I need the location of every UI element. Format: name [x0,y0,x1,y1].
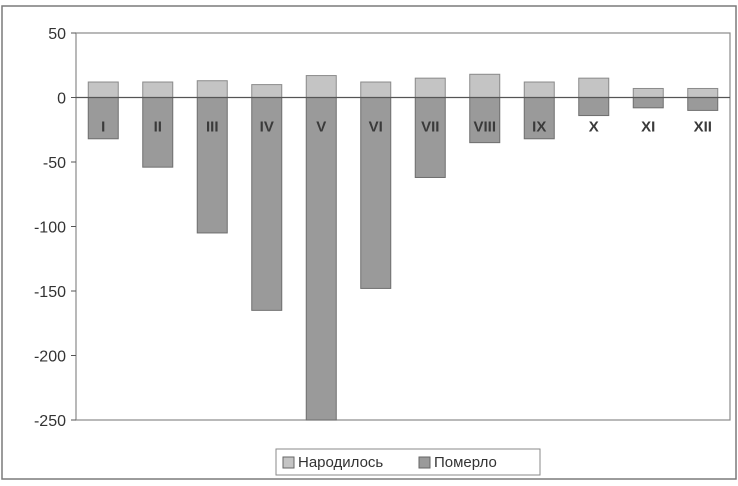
legend: Народилось Померло [275,448,541,476]
bar-pomerlo [87,97,119,140]
y-tick-label: 50 [48,26,66,43]
y-tick-label: -50 [43,155,66,172]
bar-pomerlo [578,97,610,117]
bar-narodylos [87,81,119,98]
category-label: VII [421,119,439,136]
legend-swatch [418,456,431,469]
category-label: III [206,119,219,136]
category-label: IV [260,119,274,136]
y-tick-label: -250 [34,413,66,430]
bar-narodylos [632,87,664,99]
category-label: IX [532,119,546,136]
category-label: V [316,119,326,136]
bar-narodylos [687,87,719,99]
bar-narodylos [414,77,446,99]
bar-pomerlo [632,97,664,109]
category-label: XI [641,119,655,136]
bar-narodylos [360,81,392,98]
bar-pomerlo [196,97,228,234]
bar-narodylos [523,81,555,98]
bar-pomerlo [687,97,719,111]
bar-pomerlo [469,97,501,144]
category-label: I [101,119,105,136]
bar-narodylos [305,75,337,98]
category-label: X [589,119,599,136]
category-label: VIII [473,119,496,136]
bar-pomerlo [305,97,337,421]
category-label: XII [694,119,712,136]
y-tick-label: -200 [34,349,66,366]
category-label: II [154,119,162,136]
bar-narodylos [578,77,610,99]
bar-narodylos [142,81,174,98]
legend-box [275,448,541,476]
category-label: VI [369,119,383,136]
bar-narodylos [251,84,283,98]
legend-entry-pomerlo: Померло [434,454,497,471]
bar-narodylos [469,73,501,98]
plot-area [75,32,731,421]
legend-entry-narodylos: Народилось [298,454,383,471]
y-tick-label: -150 [34,284,66,301]
y-tick-label: 0 [57,91,66,108]
y-tick-label: -100 [34,220,66,237]
bar-pomerlo [251,97,283,311]
bar-pomerlo [523,97,555,140]
bar-pomerlo [414,97,446,178]
bar-narodylos [196,80,228,99]
legend-swatch [282,456,295,469]
bar-pomerlo [360,97,392,289]
